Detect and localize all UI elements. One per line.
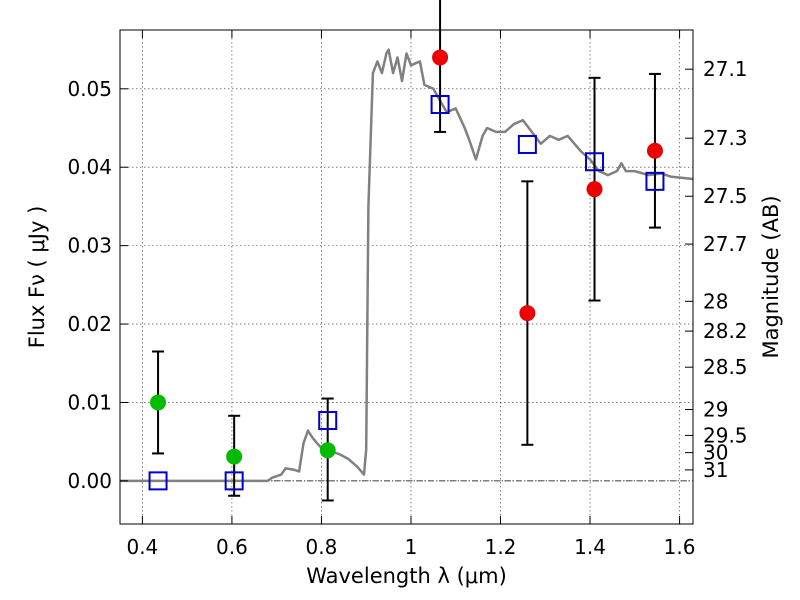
model-square-marker [148, 471, 168, 491]
green-data-point [150, 394, 167, 411]
y-tick-label: 0.03 [67, 234, 112, 258]
x-tick-label: 0.6 [216, 535, 248, 559]
y-axis-label-left: Flux Fν ( μJy ) [25, 206, 49, 349]
x-tick-label: 1.6 [664, 535, 696, 559]
model-spectrum [120, 48, 694, 483]
green-data-point [319, 442, 336, 459]
red-data-point [586, 181, 603, 198]
y-tick-label: 0.00 [67, 469, 112, 493]
magnitude-tick-label: 27.3 [703, 126, 748, 150]
red-data-point [432, 49, 449, 66]
magnitude-tick-label: 28 [703, 289, 728, 313]
magnitude-tick-label: 27.5 [703, 184, 748, 208]
y-tick-label: 0.04 [67, 155, 112, 179]
magnitude-tick-label: 27.7 [703, 232, 748, 256]
x-tick-label: 1.2 [485, 535, 517, 559]
model-square-marker [318, 410, 338, 430]
x-tick-label: 1 [405, 535, 418, 559]
green-data-point [226, 448, 243, 465]
model-square-marker [517, 134, 537, 154]
red-data-point [646, 142, 663, 159]
x-axis-label: Wavelength λ (μm) [306, 564, 507, 588]
plot-frame [119, 29, 694, 525]
magnitude-tick-label: 28.2 [703, 319, 748, 343]
x-tick-label: 0.4 [126, 535, 158, 559]
x-tick-label: 0.8 [306, 535, 338, 559]
data-points [148, 0, 665, 502]
magnitude-tick-label: 27.1 [703, 57, 748, 81]
y-tick-label: 0.05 [67, 77, 112, 101]
magnitude-tick-label: 29 [703, 398, 728, 422]
model-square-marker [430, 94, 450, 114]
y-tick-label: 0.02 [67, 312, 112, 336]
grid-layer [120, 30, 693, 524]
magnitude-tick-label: 31 [703, 458, 728, 482]
magnitude-tick-label: 28.5 [703, 355, 748, 379]
red-data-point [519, 305, 536, 322]
model-spectrum-line [120, 48, 694, 483]
x-tick-label: 1.4 [574, 535, 606, 559]
magnitude-tick-label: 30 [703, 441, 728, 465]
model-square-marker [585, 152, 605, 172]
model-square-marker [224, 471, 244, 491]
axis-ticks: 0.4 0.6 0.8 1 1.2 1.4 1.6 0.00 0.01 0.02 0.03 0.04 0… [67, 30, 748, 559]
y-axis-label-right: Magnitude (AB) [759, 195, 783, 358]
model-square-marker [645, 171, 665, 191]
y-tick-label: 0.01 [67, 390, 112, 414]
magnitude-tick-label: 29.5 [703, 423, 748, 447]
